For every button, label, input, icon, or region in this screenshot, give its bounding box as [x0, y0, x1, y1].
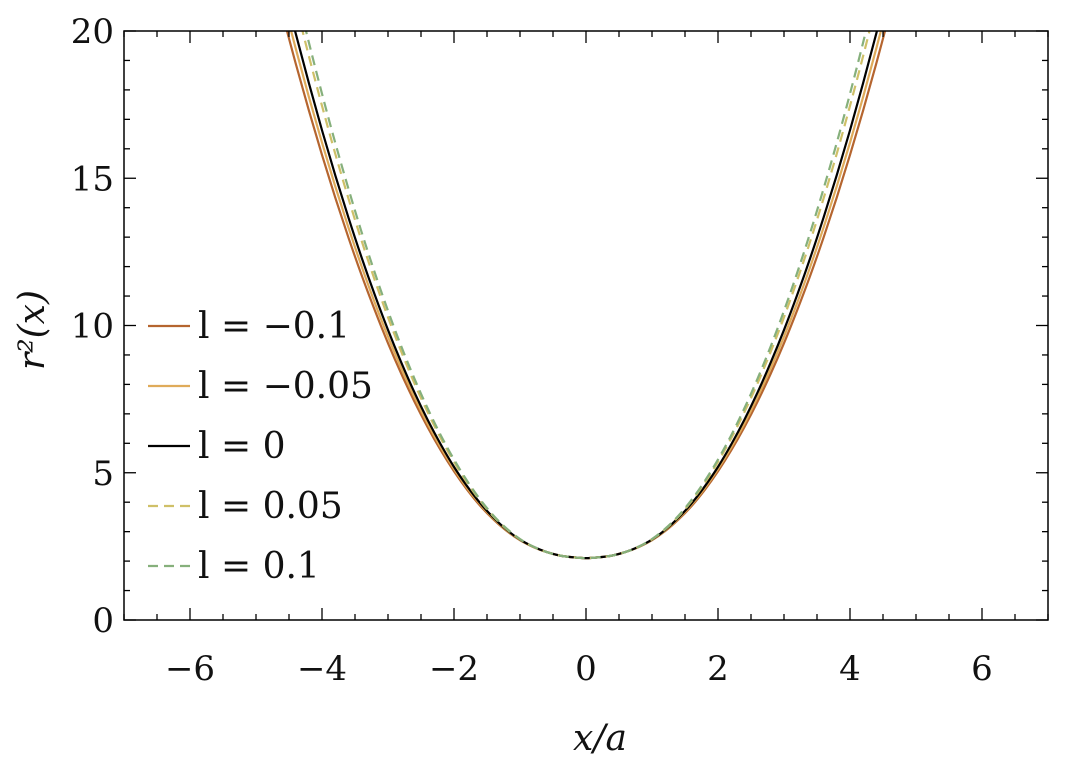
tick-labels: −6 −4 −2 0 2 4 6 0 5 10 15 20 — [71, 12, 993, 689]
y-tick-label: 5 — [92, 454, 114, 494]
x-tick-label: 0 — [575, 649, 597, 689]
x-axis-title: x/a — [573, 718, 627, 759]
series-line-0 — [285, 31, 887, 560]
x-tick-label: −6 — [165, 649, 215, 689]
legend-label: l = −0.1 — [198, 306, 350, 347]
series-line-4 — [304, 31, 868, 560]
series-line-3 — [301, 31, 871, 560]
y-tick-label: 0 — [92, 601, 114, 641]
legend: l = −0.1 l = −0.05 l = 0 l = 0.05 l = 0.1 — [148, 306, 373, 587]
x-tick-label: 2 — [707, 649, 729, 689]
x-tick-label: −4 — [297, 649, 347, 689]
legend-label: l = 0.05 — [198, 486, 343, 527]
x-tick-label: 4 — [839, 649, 861, 689]
series-line-2 — [293, 31, 879, 560]
legend-label: l = −0.05 — [198, 366, 373, 407]
plot-frame — [123, 30, 1049, 621]
x-tick-label: −2 — [429, 649, 479, 689]
x-tick-label: 6 — [971, 649, 993, 689]
y-tick-label: 20 — [71, 12, 114, 52]
series-layer — [285, 31, 887, 560]
legend-label: l = 0 — [198, 426, 285, 467]
legend-label: l = 0.1 — [198, 546, 320, 587]
y-tick-label: 15 — [71, 159, 114, 199]
y-tick-label: 10 — [71, 307, 114, 347]
y-axis-title: r²(x) — [12, 290, 53, 370]
